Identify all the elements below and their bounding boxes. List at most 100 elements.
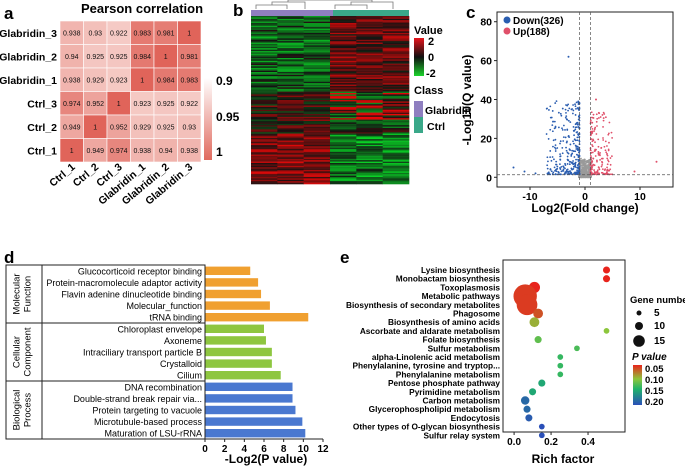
kegg-bubble xyxy=(529,388,537,396)
volcano-point-up xyxy=(611,137,614,139)
heatmap-b-cell xyxy=(382,42,410,45)
go-term-label: DNA recombination xyxy=(124,382,202,392)
volcano-point-down xyxy=(554,144,557,147)
volcano-point-up xyxy=(592,138,594,141)
volcano-point-down xyxy=(554,150,557,152)
heatmap-b-cell xyxy=(356,109,383,112)
heatmap-b-cell xyxy=(330,46,357,49)
heatmap-b-cell xyxy=(356,98,383,101)
volcano-point-up xyxy=(592,113,595,116)
heatmap-b-cell xyxy=(251,79,278,81)
volcano-point-down xyxy=(562,168,565,171)
heatmap-b-cell xyxy=(303,163,331,165)
heatmap-b-cell xyxy=(356,133,383,136)
volcano-point-down xyxy=(564,129,566,131)
heatmap-b-cell xyxy=(251,112,278,115)
heatmap-b-cell xyxy=(277,179,304,182)
heatmap-b-cell xyxy=(382,107,410,109)
heatmap-b-cell xyxy=(277,140,304,143)
heatmap-b-cell xyxy=(330,181,357,183)
volcano-point-down xyxy=(568,136,571,138)
heatmap-b-cell xyxy=(251,18,278,21)
heatmap-b-cell xyxy=(251,70,278,73)
heatmap-b-cell xyxy=(382,104,410,106)
volcano-point-up xyxy=(596,159,598,162)
heatmap-b-cell xyxy=(303,130,331,133)
heatmap-b-cell xyxy=(382,171,410,174)
heatmap-b-cell xyxy=(382,153,410,155)
heatmap-b-cell xyxy=(277,129,304,132)
heatmap-b-cell xyxy=(330,70,357,73)
panel-d-go-bar-chart: Glucocorticoid receptor binding Protein-m… xyxy=(5,264,329,466)
heatmap-b-cell xyxy=(382,30,410,32)
volcano-outlier-point xyxy=(655,160,658,163)
heatmap-b-cell xyxy=(330,76,357,78)
heatmap-b-cell xyxy=(277,49,304,52)
heatmap-b-cell xyxy=(303,32,331,35)
volcano-point-down xyxy=(565,170,568,173)
volcano-point-down xyxy=(576,107,579,109)
heatmap-b-cell xyxy=(277,135,304,137)
heatmap-b-cell xyxy=(382,125,410,127)
heatmap-b-cell xyxy=(330,45,357,48)
heatmap-b-cell xyxy=(303,121,331,123)
heatmap-b-cell xyxy=(277,58,304,60)
heatmap-b-cell xyxy=(330,27,357,29)
volcano-point-down xyxy=(564,136,567,139)
go-term-label: Flavin adenine dinucleotide binding xyxy=(61,290,202,300)
heatmap-b-cell xyxy=(382,149,410,151)
volcano-point-down xyxy=(577,167,580,170)
heatmap-b-cell xyxy=(330,56,357,59)
volcano-point-up xyxy=(603,113,606,115)
heatmap-b-cell xyxy=(356,116,383,119)
volcano-point-up xyxy=(607,133,610,136)
heatmap-b-cell xyxy=(330,67,357,70)
heatmap-b-cell xyxy=(356,126,383,129)
volcano-point-up xyxy=(601,114,604,116)
kegg-bubble xyxy=(557,371,564,378)
heatmap-b-cell xyxy=(303,108,331,111)
heatmap-b-cell xyxy=(356,129,383,132)
heatmap-b-cell xyxy=(303,146,331,148)
volcano-point-down xyxy=(562,165,565,168)
heatmap-b-cell xyxy=(330,118,357,120)
heatmap-b-cell xyxy=(330,126,357,129)
heatmap-b-cell xyxy=(251,179,278,182)
volcano-x-tick-label: 0 xyxy=(582,191,588,203)
heatmap-b-cell xyxy=(356,70,383,73)
heatmap-b-cell xyxy=(303,80,331,83)
heatmap-b-cell xyxy=(330,133,357,136)
heatmap-b-cell xyxy=(251,160,278,162)
volcano-point-ns xyxy=(584,172,587,174)
volcano-point-up xyxy=(597,152,600,155)
go-bar xyxy=(205,266,251,275)
heatmap-b-cell xyxy=(330,88,357,91)
go-x-tick-label: 4 xyxy=(242,444,248,455)
heatmap-b-cell xyxy=(251,168,278,171)
heatmap-b-cell xyxy=(251,45,278,48)
volcano-point-down xyxy=(578,170,581,173)
volcano-point-up xyxy=(593,130,595,133)
heatmap-b-cell xyxy=(303,87,331,90)
heatmap-a-cell-value: 1 xyxy=(140,77,144,84)
kegg-pathway-label: Phenylalanine metabolism xyxy=(396,369,500,379)
heatmap-b-cell xyxy=(277,149,304,151)
volcano-point-up xyxy=(591,145,594,148)
heatmap-b-cell xyxy=(382,23,410,25)
volcano-point-down xyxy=(571,168,573,171)
heatmap-b-cell xyxy=(303,153,331,155)
heatmap-b-cell xyxy=(303,93,331,95)
color-legend-tick-2: 0.15 xyxy=(645,386,664,397)
volcano-point-down xyxy=(555,163,558,166)
heatmap-b-cell xyxy=(330,98,357,101)
heatmap-b-cell xyxy=(303,171,331,174)
volcano-point-up xyxy=(601,168,604,171)
heatmap-b-cell xyxy=(356,181,383,183)
heatmap-b-cell xyxy=(277,20,304,22)
heatmap-b-cell xyxy=(251,74,278,77)
heatmap-a-cell-value: 1 xyxy=(93,124,97,131)
volcano-point-down xyxy=(577,118,580,121)
volcano-point-down xyxy=(572,160,574,162)
heatmap-b-cell xyxy=(356,52,383,55)
volcano-point-ns xyxy=(584,173,587,176)
